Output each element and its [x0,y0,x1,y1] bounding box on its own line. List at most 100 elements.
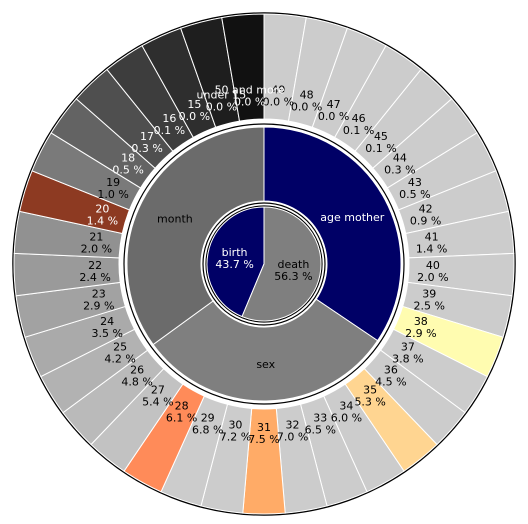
outer-label-pct: 0.3 % [384,164,415,177]
outer-label-name: 41 [425,231,439,244]
outer-label-pct: 0.1 % [154,124,185,137]
outer-label-pct: 1.4 % [416,243,447,256]
outer-label-name: 47 [327,98,341,111]
outer-label-pct: 0.0 % [263,96,294,109]
outer-segment-50-and-more [221,13,265,122]
outer-label-pct: 3.5 % [91,327,122,340]
outer-label-pct: 5.3 % [354,395,385,408]
outer-label-pct: 4.2 % [104,353,135,366]
outer-label-name: 25 [113,341,127,354]
outer-label-name: 38 [414,315,428,328]
outer-label-name: 22 [88,259,102,272]
outer-label-pct: 0.0 % [291,100,322,113]
outer-label-pct: 2.0 % [81,243,112,256]
outer-label-pct: 1.4 % [87,215,118,228]
outer-label-46: 46 0.1 % [343,112,374,137]
outer-label-name: 46 [352,112,366,125]
outer-label-pct: 7.5 % [248,433,279,446]
outer-label-pct: 4.5 % [375,376,406,389]
outer-label-pct: 0.1 % [343,124,374,137]
outer-label-pct: 7.2 % [220,431,251,444]
outer-label-name: 44 [393,152,407,165]
outer-label-pct: 4.8 % [121,376,152,389]
center-segment-death [241,206,322,322]
outer-label-21: 21 2.0 % [81,231,112,256]
outer-label-28: 28 6.1 % [166,400,197,425]
outer-label-pct: 3.8 % [392,353,423,366]
ring-outline [12,12,516,516]
outer-label-36: 36 4.5 % [375,364,406,389]
outer-label-name: 31 [257,421,271,434]
outer-label-name: 21 [89,231,103,244]
outer-label-pct: 0.9 % [410,215,441,228]
outer-ring [13,13,515,515]
outer-label-pct: 6.0 % [331,412,362,425]
outer-label-pct: 0.0 % [318,110,349,123]
center-label-pct: 43.7 % [215,258,253,271]
outer-label-name: 34 [339,400,353,413]
middle-segment-month [126,126,265,346]
ring-outline [202,202,326,326]
outer-label-40: 40 2.0 % [417,259,448,284]
outer-label-48: 48 0.0 % [291,88,322,113]
outer-label-name: 49 [271,84,285,97]
outer-label-name: 48 [300,88,314,101]
middle-label-age-mother: age mother [320,211,384,224]
outer-label-pct: 0.1 % [365,142,396,155]
outer-label-23: 23 2.9 % [83,288,114,313]
outer-label-pct: 6.8 % [192,423,223,436]
middle-segment-sex [152,298,379,402]
outer-label-name: 19 [106,176,120,189]
middle-ring [126,126,402,402]
outer-label-39: 39 2.5 % [413,288,444,313]
center-label-pct: 56.3 % [274,270,312,283]
center-ring [206,206,322,322]
outer-label-name: under 15 [197,88,247,101]
outer-label-name: 30 [228,419,242,432]
outer-label-37: 37 3.8 % [392,341,423,366]
outer-label-name: 29 [201,411,215,424]
outer-label-29: 29 6.8 % [192,411,223,436]
outer-label-50-and-more: 50 and more 0.0 % [215,84,285,109]
middle-label-sex: sex [256,358,275,371]
outer-label-name: 40 [426,259,440,272]
outer-label-name: 39 [422,288,436,301]
outer-label-35: 35 5.3 % [354,383,385,408]
outer-label-pct: 7.0 % [277,431,308,444]
outer-label-25: 25 4.2 % [104,341,135,366]
outer-label-20: 20 1.4 % [87,203,118,228]
outer-label-32: 32 7.0 % [277,419,308,444]
outer-label-name: 23 [92,288,106,301]
outer-label-42: 42 0.9 % [410,203,441,228]
outer-label-16: 16 0.1 % [154,112,185,137]
outer-label-name: 24 [100,315,114,328]
outer-label-45: 45 0.1 % [365,130,396,155]
outer-label-17: 17 0.3 % [131,130,162,155]
outer-label-name: 15 [187,98,201,111]
outer-label-18: 18 0.5 % [112,152,143,177]
outer-label-pct: 0.0 % [206,100,237,113]
outer-label-pct: 1.0 % [97,188,128,201]
outer-label-name: 36 [384,364,398,377]
segment-labels: 49 0.0 %48 0.0 % 47 0.0 % 46 0.1 % 45 0.1 %44 0.3… [79,84,448,446]
center-label-name: death [278,258,310,271]
outer-label-pct: 2.0 % [417,271,448,284]
outer-label-pct: 0.0 % [234,96,265,109]
outer-label-43: 43 0.5 % [399,176,430,201]
outer-label-pct: 2.5 % [413,300,444,313]
outer-label-pct: 0.3 % [131,142,162,155]
outer-label-44: 44 0.3 % [384,152,415,177]
outer-label-name: 18 [121,152,135,165]
outer-label-name: 27 [151,383,165,396]
outer-label-pct: 6.5 % [305,423,336,436]
ring-outline [205,205,323,323]
ring-outline [123,123,405,405]
outer-label-pct: 0.5 % [399,188,430,201]
outer-label-name: 17 [140,130,154,143]
outer-label-name: 33 [313,411,327,424]
center-label-death: death 56.3 % [274,258,312,283]
ring-outlines [12,12,516,516]
outer-label-pct: 5.4 % [142,395,173,408]
outer-label-name: 28 [175,400,189,413]
outer-label-38: 38 2.9 % [405,315,436,340]
